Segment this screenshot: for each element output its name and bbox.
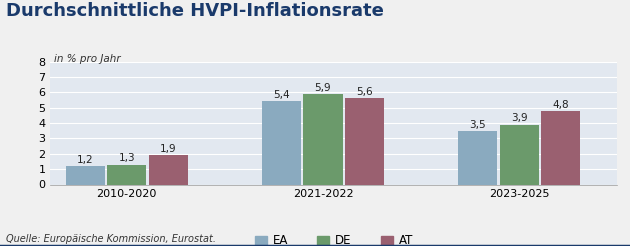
Text: 5,9: 5,9 <box>314 83 331 93</box>
Text: 5,4: 5,4 <box>273 90 290 100</box>
Legend: EA, DE, AT: EA, DE, AT <box>250 230 418 246</box>
Text: Quelle: Europäische Kommission, Eurostat.: Quelle: Europäische Kommission, Eurostat… <box>6 233 216 244</box>
Bar <box>541 111 580 184</box>
Text: Durchschnittliche HVPI-Inflationsrate: Durchschnittliche HVPI-Inflationsrate <box>6 2 384 20</box>
Bar <box>262 101 301 184</box>
Text: 3,5: 3,5 <box>469 120 486 130</box>
Bar <box>107 165 146 184</box>
Bar <box>149 155 188 184</box>
Bar <box>304 94 343 184</box>
Text: in % pro Jahr: in % pro Jahr <box>54 54 120 64</box>
Bar <box>66 166 105 184</box>
Bar <box>345 98 384 184</box>
Bar <box>500 124 539 184</box>
Text: 1,3: 1,3 <box>118 154 135 163</box>
Text: 4,8: 4,8 <box>553 100 569 110</box>
Text: 5,6: 5,6 <box>356 87 373 97</box>
Text: 1,2: 1,2 <box>77 155 94 165</box>
Bar <box>458 131 498 184</box>
Text: 3,9: 3,9 <box>511 113 527 123</box>
Text: 1,9: 1,9 <box>160 144 176 154</box>
